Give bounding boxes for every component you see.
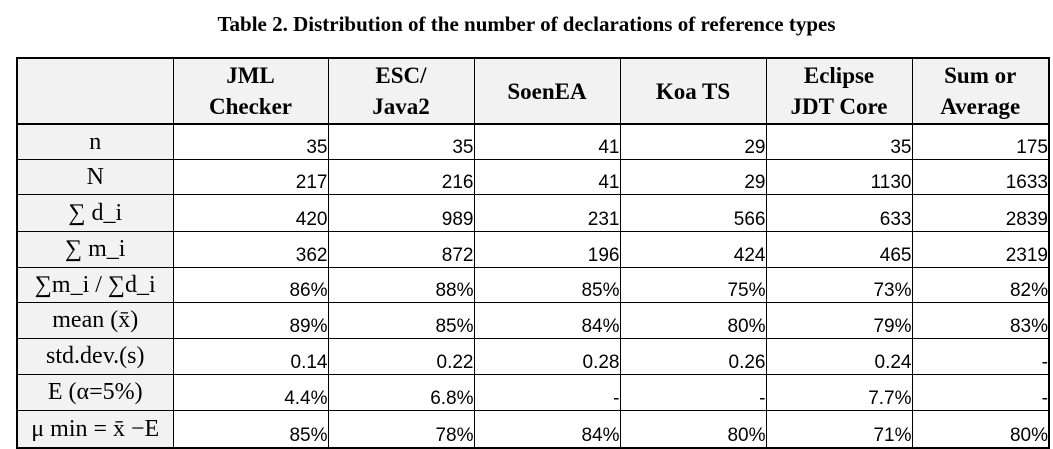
- row-label: ∑ d_i: [16, 194, 174, 232]
- table-cell: 83%: [911, 302, 1050, 339]
- table-cell: 231: [473, 194, 621, 232]
- table-row: μ min = x̄ −E 85% 78% 84% 80% 71% 80%: [16, 410, 1050, 449]
- column-header: SoenEA: [473, 57, 621, 125]
- table-cell: 175: [911, 123, 1050, 160]
- table-title: Table 2. Distribution of the number of d…: [217, 12, 836, 36]
- table-cell: 7.7%: [765, 374, 913, 411]
- table-cell: 217: [172, 159, 329, 195]
- table-cell: 362: [172, 231, 329, 268]
- table-cell: 41: [473, 123, 621, 160]
- table-row: mean (x̄) 89% 85% 84% 80% 79% 83%: [16, 302, 1050, 339]
- row-label: ∑ m_i: [16, 231, 174, 268]
- distribution-table: JML Checker ESC/Java2 SoenEA Koa TS Eclip…: [16, 57, 1050, 449]
- table-cell: 73%: [765, 267, 913, 303]
- table-cell: 80%: [911, 410, 1050, 449]
- table-cell: 80%: [619, 410, 767, 449]
- table-cell: 35: [765, 123, 913, 160]
- corner-cell: [16, 57, 174, 125]
- table-cell: -: [911, 374, 1050, 411]
- table-cell: 566: [619, 194, 767, 232]
- table-cell: 79%: [765, 302, 913, 339]
- row-label: mean (x̄): [16, 302, 174, 339]
- table-cell: 88%: [327, 267, 475, 303]
- table-cell: 84%: [473, 302, 621, 339]
- row-label: std.dev.(s): [16, 338, 174, 375]
- table-cell: 0.24: [765, 338, 913, 375]
- table-row: ∑ d_i 420 989 231 566 633 2839: [16, 194, 1050, 232]
- table-cell: 0.14: [172, 338, 329, 375]
- table-cell: 2839: [911, 194, 1050, 232]
- row-label: ∑m_i / ∑d_i: [16, 267, 174, 303]
- table-cell: 0.26: [619, 338, 767, 375]
- table-cell: 29: [619, 123, 767, 160]
- table-row: std.dev.(s) 0.14 0.22 0.28 0.26 0.24-: [16, 338, 1050, 375]
- table-row: ∑ m_i 362 872 196 424 465 2319: [16, 231, 1050, 268]
- table-cell: 420: [172, 194, 329, 232]
- table-cell: 29: [619, 159, 767, 195]
- table-cell: 41: [473, 159, 621, 195]
- column-header: JML Checker: [172, 57, 329, 125]
- table-cell: 71%: [765, 410, 913, 449]
- table-cell: 86%: [172, 267, 329, 303]
- table-cell: 4.4%: [172, 374, 329, 411]
- column-header: Koa TS: [619, 57, 767, 125]
- table-cell: 84%: [473, 410, 621, 449]
- table-cell: 85%: [172, 410, 329, 449]
- table-cell: 216: [327, 159, 475, 195]
- header-row: JML Checker ESC/Java2 SoenEA Koa TS Eclip…: [16, 57, 1050, 125]
- table-cell: 0.28: [473, 338, 621, 375]
- table-row: E (α=5%) 4.4% 6.8% - -7.7% -: [16, 374, 1050, 411]
- table-cell: 80%: [619, 302, 767, 339]
- table-cell: 75%: [619, 267, 767, 303]
- table-cell: 35: [172, 123, 329, 160]
- table-cell: 85%: [473, 267, 621, 303]
- table-cell: 633: [765, 194, 913, 232]
- column-header: Sum or Average: [911, 57, 1050, 125]
- row-label: N: [16, 159, 174, 195]
- table-cell: 6.8%: [327, 374, 475, 411]
- table-cell: 465: [765, 231, 913, 268]
- table-cell: 82%: [911, 267, 1050, 303]
- table-cell: 0.22: [327, 338, 475, 375]
- table-cell: -: [911, 338, 1050, 375]
- row-label: μ min = x̄ −E: [16, 410, 174, 449]
- table-row: n 35 35 41 29 35 175: [16, 123, 1050, 160]
- table-cell: 196: [473, 231, 621, 268]
- table-cell: -: [473, 374, 621, 411]
- table-row: ∑m_i / ∑d_i 86% 88% 85% 75% 73% 82%: [16, 267, 1050, 303]
- table-cell: -: [619, 374, 767, 411]
- table-cell: 78%: [327, 410, 475, 449]
- column-header: Eclipse JDT Core: [765, 57, 913, 125]
- row-label: n: [16, 123, 174, 160]
- table-cell: 89%: [172, 302, 329, 339]
- table-cell: 2319: [911, 231, 1050, 268]
- table-cell: 85%: [327, 302, 475, 339]
- table-cell: 424: [619, 231, 767, 268]
- column-header: ESC/Java2: [327, 57, 475, 125]
- table-cell: 35: [327, 123, 475, 160]
- table-cell: 872: [327, 231, 475, 268]
- table-cell: 1130: [765, 159, 913, 195]
- table-cell: 989: [327, 194, 475, 232]
- table-cell: 1633: [911, 159, 1050, 195]
- table-row: N 217 216 41 29 1130 1633: [16, 159, 1050, 195]
- row-label: E (α=5%): [16, 374, 174, 411]
